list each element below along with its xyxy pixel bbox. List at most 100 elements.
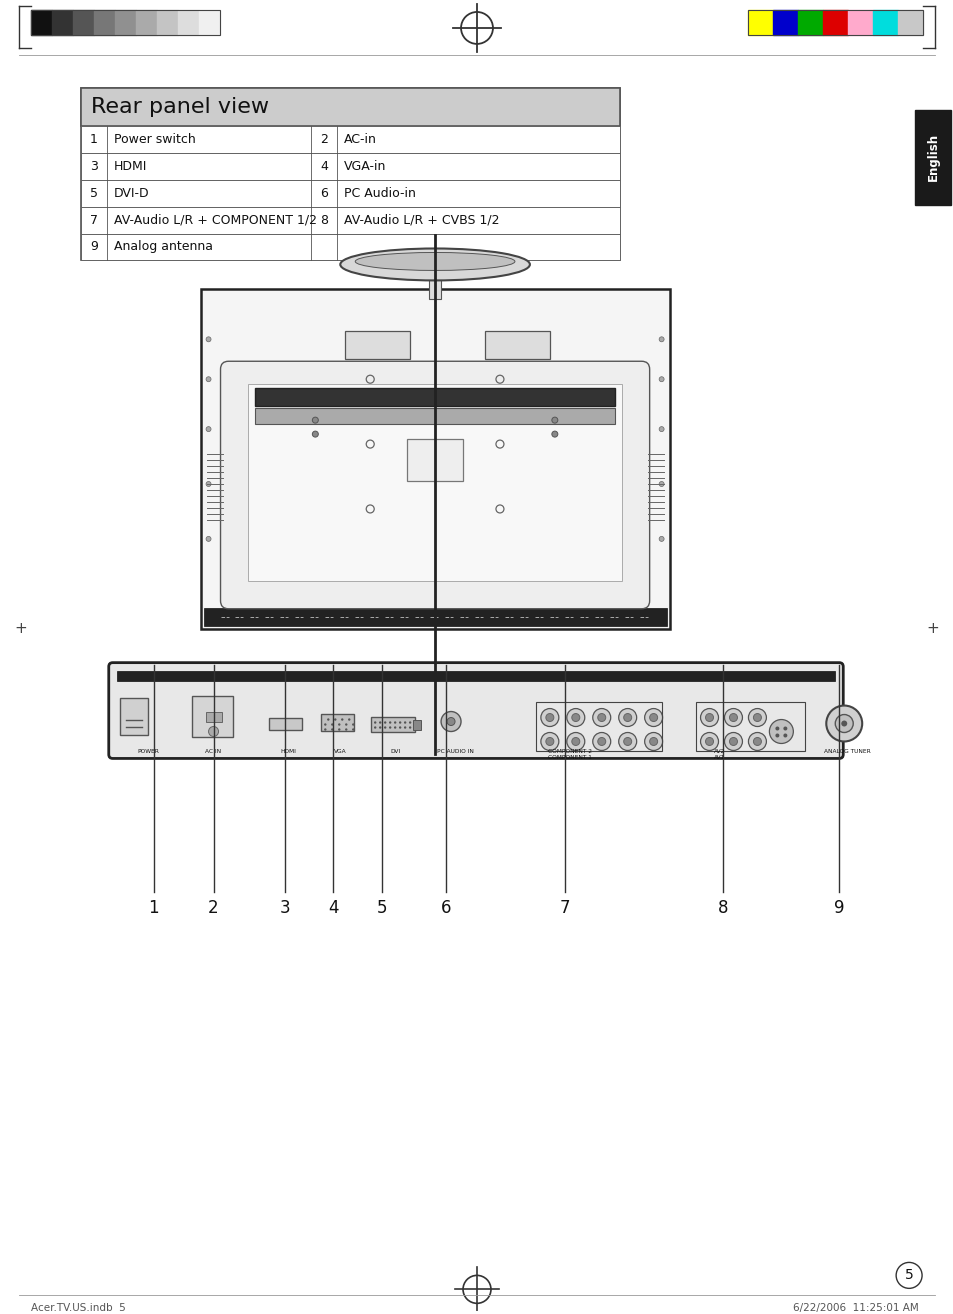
Circle shape (447, 717, 455, 725)
Bar (897, 11, 923, 35)
Circle shape (409, 721, 411, 724)
Circle shape (337, 728, 340, 731)
Text: PC Audio-in: PC Audio-in (344, 187, 416, 200)
Circle shape (331, 728, 334, 731)
Text: 4: 4 (320, 160, 328, 172)
Circle shape (659, 336, 663, 342)
Bar (81, 126, 619, 152)
Circle shape (895, 1263, 922, 1288)
Text: Rear panel view: Rear panel view (91, 97, 269, 117)
Text: DVI: DVI (390, 749, 400, 754)
Circle shape (206, 481, 211, 486)
Text: 1: 1 (149, 899, 159, 917)
Circle shape (378, 727, 381, 729)
Bar (81, 88, 619, 126)
Bar (914, 110, 950, 205)
Circle shape (540, 732, 558, 750)
Circle shape (324, 723, 326, 725)
Bar (81, 88, 619, 260)
Bar (30, 11, 51, 35)
Circle shape (374, 727, 376, 729)
Bar (156, 11, 177, 35)
Text: 5: 5 (903, 1268, 913, 1282)
Circle shape (748, 708, 765, 727)
Bar (269, 717, 302, 729)
Bar (192, 695, 233, 737)
Text: 2: 2 (320, 133, 328, 146)
Text: 7: 7 (90, 214, 98, 226)
Circle shape (389, 721, 391, 724)
Circle shape (384, 721, 386, 724)
Circle shape (566, 708, 584, 727)
Circle shape (551, 417, 558, 423)
Circle shape (598, 714, 605, 721)
Text: English: English (925, 133, 939, 181)
Circle shape (592, 708, 610, 727)
Bar (748, 11, 923, 35)
Bar (81, 206, 619, 234)
Bar (407, 439, 462, 481)
Circle shape (384, 727, 386, 729)
FancyBboxPatch shape (220, 361, 649, 608)
Circle shape (352, 723, 355, 725)
Circle shape (700, 708, 718, 727)
Circle shape (545, 714, 554, 721)
Circle shape (775, 727, 779, 731)
Circle shape (649, 737, 657, 745)
Bar (198, 11, 219, 35)
Bar (120, 698, 148, 736)
Circle shape (206, 336, 211, 342)
Circle shape (592, 732, 610, 750)
Circle shape (649, 714, 657, 721)
Circle shape (723, 708, 741, 727)
Bar (773, 11, 798, 35)
Circle shape (337, 723, 340, 725)
Text: 3: 3 (90, 160, 97, 172)
Text: POWER: POWER (137, 749, 159, 754)
Circle shape (403, 727, 406, 729)
Text: 9: 9 (833, 899, 843, 917)
Circle shape (618, 732, 636, 750)
Circle shape (644, 732, 662, 750)
Circle shape (775, 733, 779, 737)
Bar (413, 720, 420, 729)
Text: 8: 8 (718, 899, 728, 917)
Bar (847, 11, 872, 35)
Text: 1: 1 (90, 133, 97, 146)
Bar (205, 712, 221, 721)
Circle shape (782, 727, 786, 731)
Bar (798, 11, 822, 35)
Circle shape (768, 720, 793, 744)
Circle shape (748, 732, 765, 750)
Bar (81, 152, 619, 180)
Bar (822, 11, 847, 35)
Text: Acer.TV.US.indb  5: Acer.TV.US.indb 5 (30, 1303, 126, 1313)
Bar (116, 670, 835, 681)
Text: AV2
AV1: AV2 AV1 (713, 749, 724, 761)
Circle shape (659, 377, 663, 381)
Bar (255, 388, 614, 406)
Circle shape (398, 721, 401, 724)
Circle shape (403, 721, 406, 724)
Circle shape (623, 737, 631, 745)
Bar (114, 11, 135, 35)
Bar (200, 289, 669, 628)
Circle shape (545, 737, 554, 745)
Bar (748, 11, 773, 35)
Ellipse shape (340, 248, 529, 280)
Text: Analog antenna: Analog antenna (113, 240, 213, 254)
Circle shape (206, 427, 211, 431)
Circle shape (389, 727, 391, 729)
Circle shape (209, 727, 218, 736)
Text: VGA-in: VGA-in (344, 160, 386, 172)
Text: HDMI: HDMI (280, 749, 296, 754)
Text: VGA: VGA (334, 749, 346, 754)
Circle shape (659, 536, 663, 541)
Bar (345, 331, 410, 359)
Text: 9: 9 (90, 240, 97, 254)
Circle shape (841, 720, 846, 727)
Circle shape (312, 417, 318, 423)
Text: 4: 4 (328, 899, 338, 917)
Circle shape (206, 536, 211, 541)
Text: +: + (14, 622, 28, 636)
